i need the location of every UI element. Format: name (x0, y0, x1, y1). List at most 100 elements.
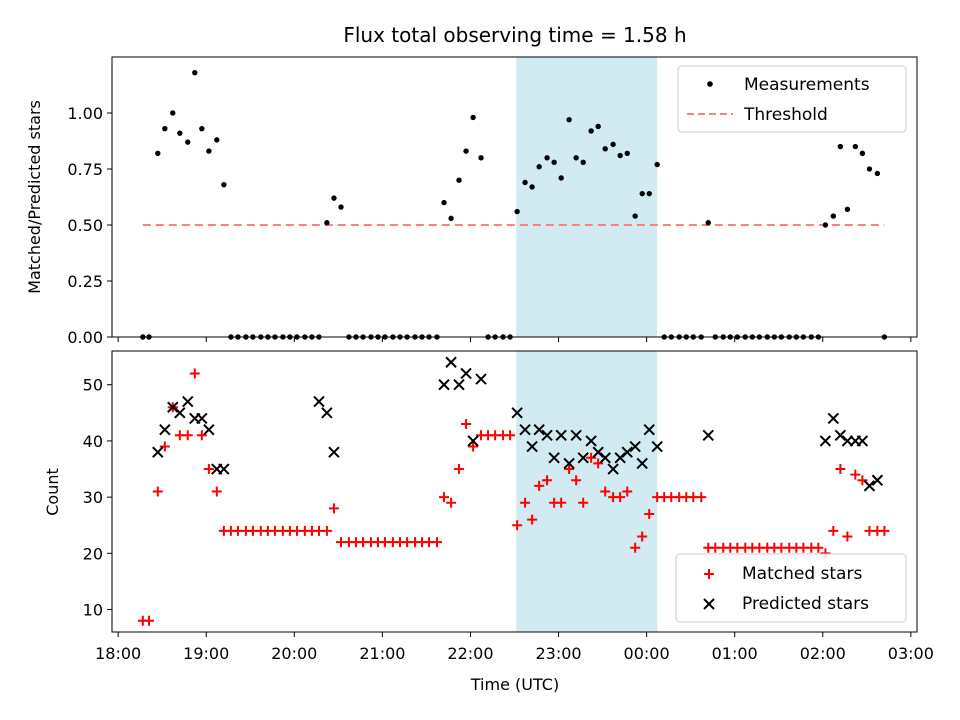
predicted-star-point (533, 423, 545, 436)
matched-star-point (328, 503, 339, 514)
x-tick-label: 03:00 (888, 644, 934, 663)
predicted-star-point (592, 446, 604, 458)
measurement-point (324, 220, 330, 226)
predicted-star-point (182, 395, 194, 408)
top-y-axis-label: Matched/Predicted stars (25, 100, 44, 294)
matched-star-point (182, 430, 193, 441)
top-plot-frame (111, 56, 918, 338)
measurement-point (185, 139, 191, 145)
matched-star-point (630, 542, 641, 553)
x-tick-label: 18:00 (95, 644, 141, 663)
bottom-y-tick-label: 10 (83, 601, 103, 620)
x-tick-label: 21:00 (359, 644, 405, 663)
top-y-tick-label: 1.00 (67, 104, 103, 123)
matched-star-point (571, 475, 582, 486)
x-tick-label: 19:00 (183, 644, 229, 663)
measurement-point (441, 199, 447, 206)
measurement-point (551, 159, 557, 165)
measurement-point (162, 125, 168, 132)
bottom-y-tick-label: 40 (83, 432, 103, 451)
measurement-point (522, 179, 528, 186)
predicted-star-point (636, 457, 648, 470)
predicted-star-point (218, 463, 230, 475)
measurement-point (478, 155, 484, 161)
matched-star-point (143, 615, 154, 626)
predicted-star-point (445, 356, 457, 368)
bottom-y-ticks: 10 20 30 40 50 (83, 376, 112, 620)
predicted-star-point (159, 423, 171, 436)
measurement-point (558, 175, 564, 181)
x-tick-label: 00:00 (624, 644, 670, 663)
measurement-point (536, 164, 542, 170)
x-tick-label: 20:00 (271, 644, 317, 663)
predicted-star-point (834, 429, 847, 442)
legend-matched-label: Matched stars (742, 564, 862, 584)
top-y-tick-label: 0.25 (67, 272, 103, 291)
measurement-point (206, 148, 212, 154)
top-panel: 0.00 0.25 0.50 0.75 1.00 Flux total observin… (25, 23, 918, 347)
predicted-star-point (453, 379, 465, 391)
matched-star-point (211, 486, 222, 497)
measurement-point (617, 152, 623, 159)
measurement-point (624, 150, 630, 157)
legend-measurements-marker (707, 81, 713, 87)
measurement-point (705, 220, 711, 226)
predicted-star-point (614, 452, 626, 464)
top-x-ticks (117, 337, 912, 342)
matched-star-point (534, 480, 545, 491)
measurement-point (602, 146, 608, 152)
measurement-point (632, 213, 638, 219)
matched-star-point (512, 520, 523, 531)
matched-star-point (813, 542, 824, 553)
matched-star-point (879, 525, 890, 536)
predicted-star-point (585, 435, 597, 447)
measurement-point (456, 177, 462, 183)
observing-span-top (516, 57, 658, 337)
bottom-y-tick-label: 20 (83, 544, 103, 563)
matched-star-point (615, 492, 626, 503)
top-legend-box (677, 65, 907, 133)
bottom-markers (137, 356, 890, 626)
legend-measurements-label: Measurements (744, 75, 870, 95)
measurement-point (654, 161, 660, 168)
measurement-point (573, 155, 579, 161)
matched-star-point (637, 531, 648, 542)
predicted-star-point (643, 423, 655, 436)
measurement-point (866, 166, 873, 172)
predicted-star-point (548, 452, 560, 464)
matched-star-point (152, 486, 163, 497)
measurement-point (830, 213, 837, 219)
measurement-point (822, 222, 829, 228)
predicted-star-point (174, 407, 186, 419)
x-tick-label: 02:00 (800, 644, 846, 663)
measurement-point (580, 159, 586, 165)
matched-star-point (556, 497, 567, 508)
predicted-star-point (511, 407, 523, 419)
predicted-star-point (467, 435, 479, 447)
matched-star-point (586, 452, 597, 463)
observing-span-bottom (516, 351, 658, 632)
matched-star-point (828, 525, 839, 536)
measurement-point (199, 125, 205, 132)
measurement-point (470, 114, 476, 121)
bottom-plot-frame (111, 350, 918, 633)
predicted-star-point (702, 429, 714, 442)
matched-star-point (468, 441, 479, 452)
predicted-star-point (152, 446, 164, 458)
predicted-star-point (563, 457, 575, 470)
predicted-star-point (871, 474, 884, 486)
predicted-star-point (203, 423, 215, 436)
predicted-star-point (475, 373, 487, 385)
x-tick-label: 01:00 (712, 644, 758, 663)
matched-star-point (159, 441, 170, 452)
measurement-point (859, 150, 866, 157)
measurement-point (155, 150, 161, 157)
measurement-point (544, 155, 550, 161)
matched-star-point (321, 525, 332, 536)
matched-star-point (505, 430, 516, 441)
legend-predicted-marker (703, 598, 715, 610)
predicted-star-point (541, 429, 553, 442)
legend-threshold-label: Threshold (743, 105, 828, 125)
matched-star-point (542, 475, 553, 486)
